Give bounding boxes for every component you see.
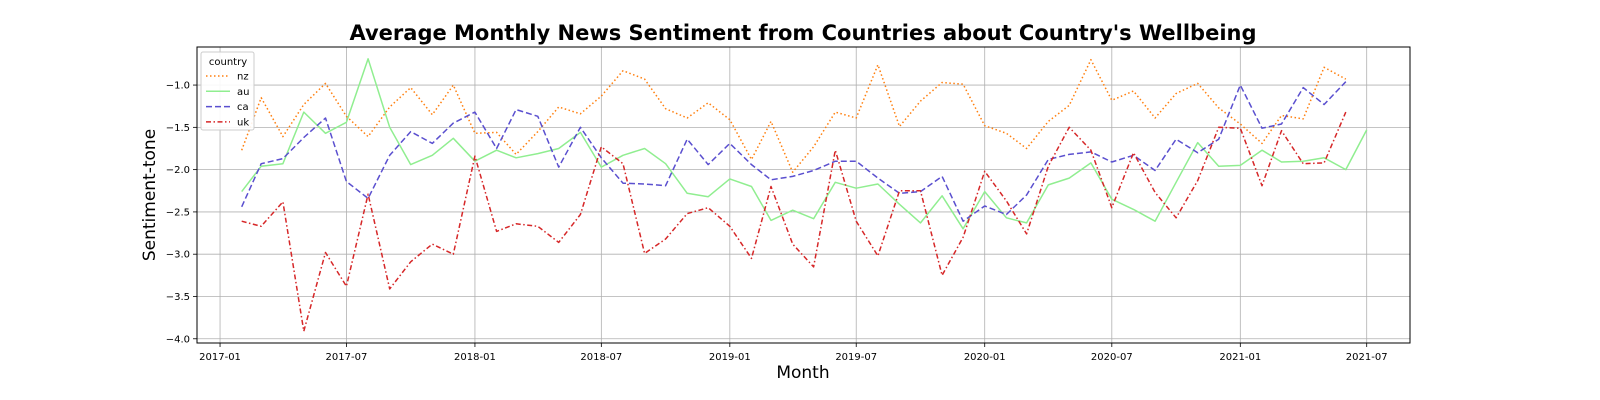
legend: country nz au ca uk <box>200 51 255 131</box>
x-tick-label: 2017-07 <box>326 352 368 363</box>
legend-label-ca: ca <box>237 102 249 113</box>
x-tick-label: 2019-01 <box>709 352 751 363</box>
x-tick-label: 2019-07 <box>835 352 877 363</box>
y-tick-label: −3.0 <box>166 250 190 261</box>
x-tick-label: 2018-01 <box>454 352 496 363</box>
x-tick-label: 2020-07 <box>1091 352 1133 363</box>
legend-label-au: au <box>237 87 249 98</box>
y-tick-label: −1.5 <box>166 123 190 134</box>
y-tick-label: −1.0 <box>166 81 190 92</box>
series-line-uk <box>241 111 1347 332</box>
y-tick-label: −4.0 <box>166 334 190 345</box>
x-axis-ticks: 2017-01 2017-07 2018-01 2018-07 2019-01 2019-… <box>199 343 1388 363</box>
legend-title: country <box>209 57 247 68</box>
y-tick-label: −2.0 <box>166 165 190 176</box>
x-tick-label: 2020-01 <box>964 352 1006 363</box>
legend-label-nz: nz <box>237 72 249 83</box>
x-tick-label: 2021-01 <box>1219 352 1261 363</box>
x-axis-label: Month <box>776 363 829 383</box>
x-tick-label: 2021-07 <box>1346 352 1388 363</box>
plot-frame <box>196 46 1411 344</box>
legend-label-uk: uk <box>237 117 249 128</box>
x-tick-label: 2018-07 <box>580 352 622 363</box>
series-line-ca <box>241 81 1347 222</box>
y-tick-label: −3.5 <box>166 292 190 303</box>
series-line-au <box>241 58 1368 230</box>
y-axis-ticks: −4.0 −3.5 −3.0 −2.5 −2.0 −1.5 −1.0 <box>166 81 197 345</box>
y-axis-label: Sentiment-tone <box>140 129 160 261</box>
series-line-nz <box>240 58 1347 173</box>
series-lines <box>240 58 1368 332</box>
chart-title: Average Monthly News Sentiment from Coun… <box>349 21 1256 45</box>
y-tick-label: −2.5 <box>166 207 190 218</box>
grid-lines <box>197 47 1410 343</box>
x-tick-label: 2017-01 <box>199 352 241 363</box>
